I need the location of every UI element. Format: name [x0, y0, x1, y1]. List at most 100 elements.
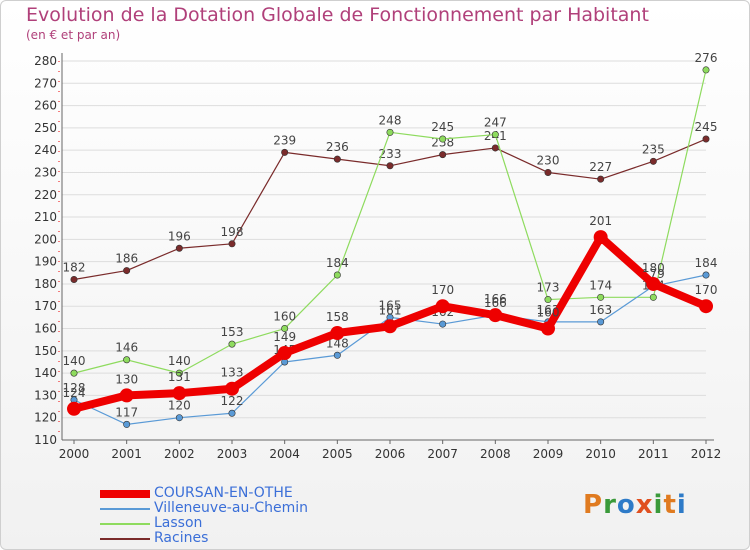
- data-point-coursan-en-othe: [699, 299, 713, 314]
- data-label-coursan-en-othe: 201: [589, 214, 612, 228]
- data-label-lasson: 174: [589, 278, 612, 292]
- data-label-villeneuve-au-chemin: 163: [589, 303, 612, 317]
- data-point-racines: [123, 267, 131, 275]
- data-point-lasson: [175, 369, 183, 377]
- data-label-lasson: 146: [115, 341, 138, 355]
- y-tick-label: 210: [34, 210, 57, 224]
- data-point-coursan-en-othe: [383, 319, 397, 334]
- data-point-racines: [439, 151, 447, 159]
- logo-letter: x: [635, 490, 654, 520]
- data-label-racines: 233: [379, 147, 402, 161]
- data-label-lasson: 276: [695, 51, 718, 65]
- chart-subtitle: (en € et par an): [26, 28, 121, 42]
- data-label-coursan-en-othe: 130: [115, 372, 138, 386]
- logo-letter: r: [603, 490, 617, 520]
- data-point-racines: [597, 175, 605, 183]
- logo-letter: P: [583, 490, 604, 520]
- y-tick-label: 200: [34, 232, 57, 246]
- legend-label-lasson: Lasson: [154, 515, 203, 531]
- data-point-coursan-en-othe: [172, 386, 187, 401]
- y-tick-label: 280: [34, 54, 57, 68]
- x-tick-label: 2009: [533, 447, 564, 461]
- x-tick-label: 2004: [269, 447, 300, 461]
- data-point-villeneuve-au-chemin: [333, 351, 341, 359]
- data-point-lasson: [491, 131, 499, 139]
- data-point-coursan-en-othe: [541, 321, 555, 336]
- x-tick-label: 2012: [691, 447, 722, 461]
- data-label-villeneuve-au-chemin: 120: [168, 399, 191, 413]
- data-label-villeneuve-au-chemin: 166: [484, 296, 507, 310]
- x-tick-label: 2010: [585, 447, 616, 461]
- logo-letter: t: [663, 490, 677, 520]
- proxiti-logo: Proxiti: [583, 490, 687, 520]
- data-point-racines: [175, 244, 183, 252]
- data-point-villeneuve-au-chemin: [597, 318, 605, 326]
- data-point-racines: [702, 135, 710, 143]
- legend-label-villeneuve: Villeneuve-au-Chemin: [154, 500, 309, 516]
- x-tick-label: 2008: [480, 447, 511, 461]
- data-point-lasson: [70, 369, 78, 377]
- x-tick-label: 2003: [217, 447, 248, 461]
- x-tick-label: 2002: [164, 447, 195, 461]
- data-label-lasson: 248: [379, 113, 402, 127]
- data-label-racines: 245: [695, 120, 718, 134]
- data-label-villeneuve-au-chemin: 184: [695, 256, 718, 270]
- data-point-lasson: [333, 271, 341, 279]
- data-label-coursan-en-othe: 158: [326, 310, 349, 324]
- data-point-lasson: [281, 325, 289, 333]
- data-label-racines: 236: [326, 140, 349, 154]
- y-tick-label: 260: [34, 99, 57, 113]
- data-label-coursan-en-othe: 166: [484, 292, 507, 306]
- data-label-racines: 198: [221, 225, 244, 239]
- data-label-villeneuve-au-chemin: 148: [326, 336, 349, 350]
- data-point-villeneuve-au-chemin: [123, 420, 131, 428]
- data-label-villeneuve-au-chemin: 165: [379, 298, 402, 312]
- data-label-coursan-en-othe: 170: [431, 283, 454, 297]
- data-label-villeneuve-au-chemin: 117: [115, 405, 138, 419]
- data-point-villeneuve-au-chemin: [228, 409, 236, 417]
- data-point-lasson: [228, 340, 236, 348]
- chart-title: Evolution de la Dotation Globale de Fonc…: [26, 4, 649, 26]
- data-point-coursan-en-othe: [593, 230, 608, 245]
- data-label-racines: 239: [273, 133, 296, 147]
- x-tick-label: 2000: [59, 447, 90, 461]
- data-point-racines: [491, 144, 499, 152]
- data-point-lasson: [123, 356, 131, 364]
- y-tick-label: 140: [34, 366, 57, 380]
- data-label-lasson: 160: [273, 310, 296, 324]
- x-tick-label: 2001: [111, 447, 142, 461]
- legend-swatch-lasson: [100, 523, 150, 525]
- data-point-lasson: [439, 135, 447, 143]
- data-point-coursan-en-othe: [646, 276, 661, 291]
- data-label-lasson: 140: [63, 354, 86, 368]
- data-point-villeneuve-au-chemin: [175, 414, 183, 422]
- y-tick-label: 240: [34, 143, 57, 157]
- data-label-villeneuve-au-chemin: 128: [63, 381, 86, 395]
- data-point-racines: [70, 275, 78, 283]
- data-label-coursan-en-othe: 160: [537, 306, 560, 320]
- y-tick-label: 110: [34, 433, 57, 447]
- data-point-racines: [281, 148, 289, 156]
- data-label-racines: 235: [642, 142, 665, 156]
- y-tick-label: 120: [34, 411, 57, 425]
- data-point-racines: [333, 155, 341, 163]
- data-label-racines: 182: [63, 260, 86, 274]
- logo-letter: i: [653, 490, 664, 520]
- x-tick-label: 2006: [375, 447, 406, 461]
- data-point-villeneuve-au-chemin: [702, 271, 710, 279]
- legend-label-racines: Racines: [154, 530, 209, 546]
- data-label-lasson: 140: [168, 354, 191, 368]
- y-tick-label: 270: [34, 76, 57, 90]
- data-point-lasson: [649, 293, 657, 301]
- data-label-coursan-en-othe: 170: [695, 283, 718, 297]
- logo-letter: i: [676, 490, 687, 520]
- y-tick-label: 160: [34, 322, 57, 336]
- y-tick-label: 130: [34, 388, 57, 402]
- data-point-lasson: [544, 296, 552, 304]
- data-label-coursan-en-othe: 161: [379, 303, 402, 317]
- y-tick-label: 220: [34, 188, 57, 202]
- legend-swatch-racines: [100, 538, 150, 540]
- data-label-coursan-en-othe: 149: [273, 330, 296, 344]
